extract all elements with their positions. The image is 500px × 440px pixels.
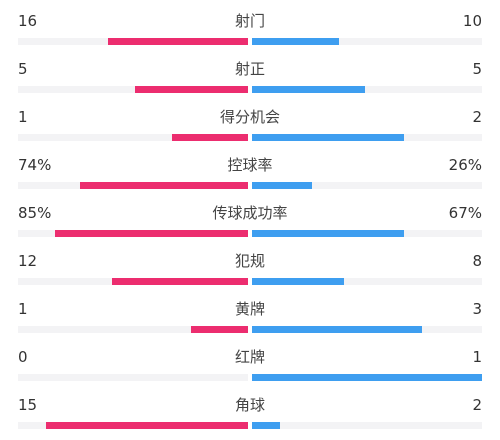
stat-label: 犯规 (234, 252, 265, 270)
away-bar-track (252, 38, 482, 45)
stat-row-chances: 1 得分机会 2 (0, 96, 500, 143)
home-bar-track (18, 278, 248, 285)
stat-row-pass-accuracy: 85% 传球成功率 67% (0, 192, 500, 239)
away-value: 2 (472, 108, 482, 126)
stat-row-yellow-cards: 1 黄牌 3 (0, 288, 500, 335)
home-bar (112, 278, 248, 285)
stat-row-fouls: 12 犯规 8 (0, 240, 500, 287)
away-bar (252, 278, 344, 285)
home-bar (190, 326, 248, 333)
away-bar-track (252, 374, 482, 381)
home-bar-track (18, 86, 248, 93)
away-bar (252, 38, 340, 45)
away-bar (252, 422, 280, 429)
away-bar (252, 182, 312, 189)
home-value: 1 (18, 300, 28, 318)
home-bar-track (18, 134, 248, 141)
home-bar (54, 230, 248, 237)
stat-label: 射门 (234, 12, 265, 30)
home-bar-track (18, 374, 248, 381)
away-bar-track (252, 326, 482, 333)
away-value: 5 (472, 60, 482, 78)
away-bar (252, 86, 365, 93)
home-value: 15 (18, 396, 38, 414)
home-value: 1 (18, 108, 28, 126)
home-value: 12 (18, 252, 38, 270)
home-bar (107, 38, 248, 45)
stat-row-possession: 74% 控球率 26% (0, 144, 500, 191)
away-bar-track (252, 182, 482, 189)
home-bar-track (18, 326, 248, 333)
stat-label: 红牌 (234, 348, 265, 366)
home-bar (135, 86, 248, 93)
stat-row-corners: 15 角球 2 (0, 384, 500, 431)
home-bar (45, 422, 248, 429)
stat-row-red-cards: 0 红牌 1 (0, 336, 500, 383)
home-value: 85% (18, 204, 52, 222)
away-bar-track (252, 134, 482, 141)
away-bar (252, 230, 404, 237)
home-bar-track (18, 38, 248, 45)
away-bar-track (252, 422, 482, 429)
home-value: 74% (18, 156, 52, 174)
home-value: 0 (18, 348, 28, 366)
away-bar (252, 326, 423, 333)
away-value: 2 (472, 396, 482, 414)
stat-row-shots: 16 射门 10 (0, 0, 500, 47)
home-bar (80, 182, 248, 189)
away-value: 26% (448, 156, 482, 174)
away-value: 10 (462, 12, 482, 30)
stat-label: 黄牌 (234, 300, 265, 318)
home-value: 16 (18, 12, 38, 30)
home-bar (172, 134, 248, 141)
away-bar (252, 134, 404, 141)
home-bar-track (18, 422, 248, 429)
home-value: 5 (18, 60, 28, 78)
away-bar-track (252, 230, 482, 237)
away-bar (252, 374, 482, 381)
stat-label: 传球成功率 (212, 204, 288, 222)
home-bar-track (18, 182, 248, 189)
away-bar-track (252, 86, 482, 93)
away-value: 8 (472, 252, 482, 270)
home-bar-track (18, 230, 248, 237)
stat-label: 得分机会 (219, 108, 280, 126)
away-value: 3 (472, 300, 482, 318)
away-bar-track (252, 278, 482, 285)
stat-label: 角球 (234, 396, 265, 414)
stat-row-shots-on-target: 5 射正 5 (0, 48, 500, 95)
stat-label: 射正 (234, 60, 265, 78)
away-value: 67% (448, 204, 482, 222)
away-value: 1 (472, 348, 482, 366)
stat-label: 控球率 (227, 156, 273, 174)
